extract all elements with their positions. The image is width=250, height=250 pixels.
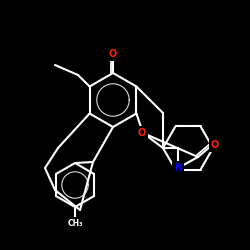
Text: CH₃: CH₃ (67, 218, 83, 228)
Text: O: O (138, 128, 146, 138)
Text: O: O (211, 140, 219, 150)
Text: O: O (109, 49, 117, 59)
Text: N: N (174, 163, 182, 173)
